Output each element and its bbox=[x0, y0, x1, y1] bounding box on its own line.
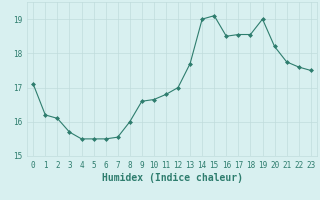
X-axis label: Humidex (Indice chaleur): Humidex (Indice chaleur) bbox=[101, 173, 243, 183]
